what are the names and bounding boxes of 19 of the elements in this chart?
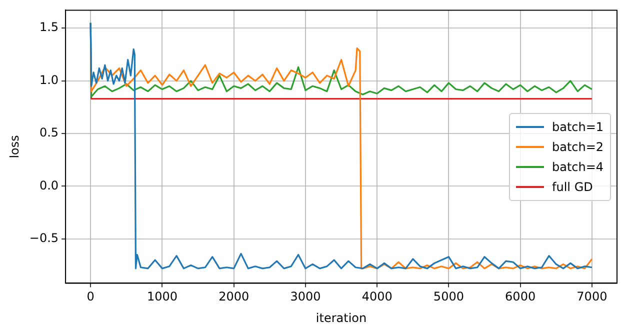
- y-tick-label: −0.5: [29, 231, 59, 246]
- x-tick-label: 4000: [362, 290, 392, 304]
- x-axis-title: iteration: [316, 310, 367, 325]
- x-tick-label: 0: [86, 290, 94, 304]
- x-tick-label: 5000: [433, 290, 464, 304]
- legend-label: batch=4: [551, 158, 604, 176]
- y-axis-title: loss: [7, 135, 22, 158]
- x-tick-label: 3000: [290, 290, 321, 304]
- legend-label: batch=1: [551, 118, 604, 136]
- y-tick-label: 1.5: [39, 20, 59, 34]
- legend-label: batch=2: [551, 138, 604, 156]
- legend-label: full GD: [551, 178, 594, 196]
- x-tick-label: 1000: [146, 290, 178, 304]
- x-tick-label: 7000: [576, 290, 608, 304]
- x-tick-label: 2000: [218, 290, 250, 304]
- x-tick-label: 6000: [505, 290, 536, 304]
- y-tick-label: 1.0: [39, 72, 59, 87]
- y-tick-label: 0.0: [39, 178, 59, 192]
- y-tick-label: 0.5: [39, 126, 59, 140]
